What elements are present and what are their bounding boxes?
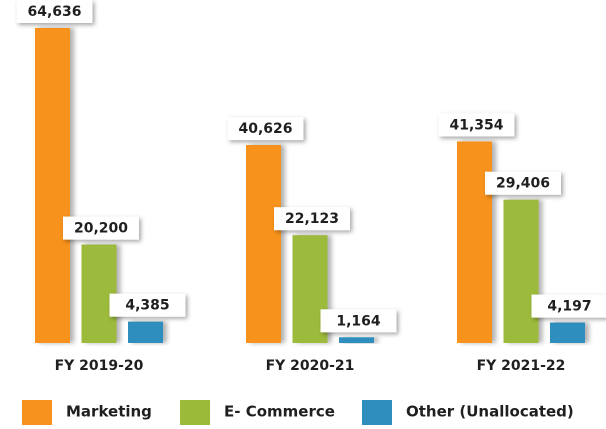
bar	[128, 322, 163, 343]
bar	[550, 323, 585, 343]
value-label: 22,123	[285, 211, 339, 227]
x-tick-label: FY 2019-20	[55, 358, 144, 374]
value-label: 4,197	[547, 299, 591, 315]
x-tick-label: FY 2021-22	[477, 358, 566, 374]
value-label: 20,200	[74, 221, 128, 237]
bar	[246, 145, 281, 343]
legend-label: Other (Unallocated)	[406, 403, 574, 421]
bar	[504, 200, 539, 343]
value-label: 29,406	[496, 176, 550, 192]
value-label: 64,636	[27, 4, 81, 20]
value-label: 1,164	[336, 313, 381, 329]
value-label: 4,385	[125, 298, 169, 314]
bar	[35, 28, 70, 343]
legend-label: E- Commerce	[224, 403, 335, 421]
x-tick-label: FY 2020-21	[266, 358, 355, 374]
legend-swatch	[22, 400, 52, 425]
legend-swatch	[180, 400, 210, 425]
bar	[339, 337, 374, 343]
value-label: 41,354	[449, 117, 503, 133]
value-label: 40,626	[238, 121, 292, 137]
legend-label: Marketing	[66, 403, 152, 421]
legend-swatch	[362, 400, 392, 425]
